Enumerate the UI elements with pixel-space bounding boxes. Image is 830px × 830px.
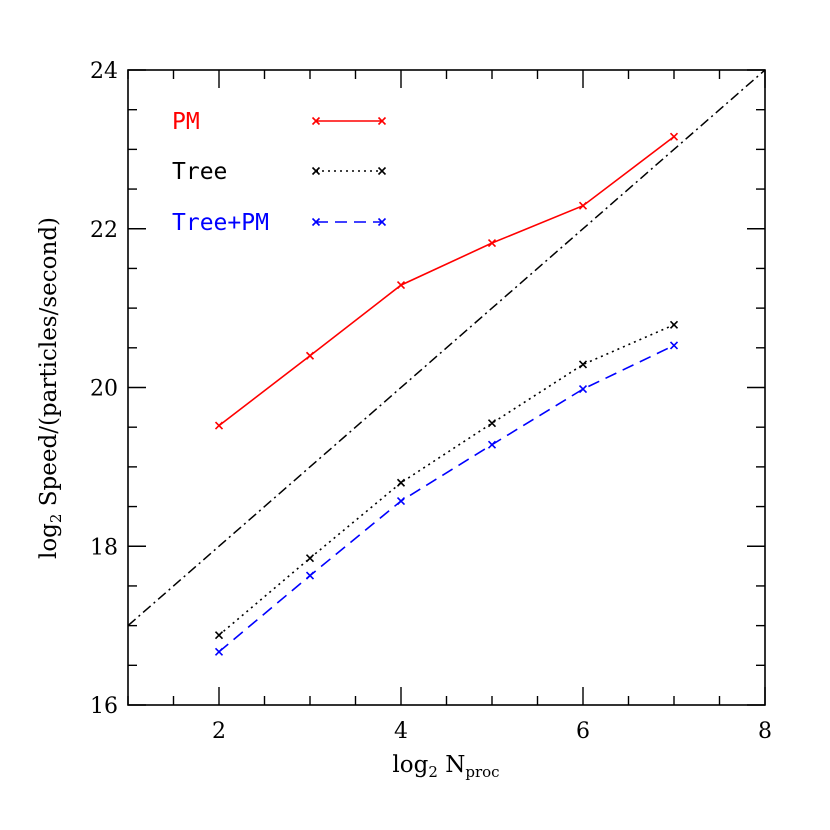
data-point (578, 360, 588, 369)
legend-marker (311, 116, 321, 126)
legend-marker (377, 217, 387, 227)
legend-marker (311, 217, 321, 227)
y-tick-label: 16 (90, 694, 118, 719)
x-tick-label: 2 (212, 719, 226, 744)
data-point (487, 419, 497, 428)
data-point (487, 440, 497, 449)
legend-label: Tree (172, 159, 227, 185)
series-line (218, 136, 675, 427)
legend-marker (311, 166, 321, 176)
x-tick-label: 6 (576, 719, 590, 744)
legend-label: Tree+PM (172, 210, 269, 236)
x-tick-label: 4 (394, 719, 408, 744)
data-point (669, 320, 679, 329)
data-point (305, 351, 315, 360)
reference-line (127, 69, 766, 627)
legend: PM Tree Tree+PM (172, 109, 387, 236)
data-point (214, 647, 224, 656)
data-point (396, 281, 406, 290)
data-point (396, 478, 406, 487)
data-point (305, 554, 315, 563)
y-tick-label: 18 (90, 535, 118, 560)
series-line (218, 344, 675, 653)
data-point (396, 496, 406, 506)
y-tick-label: 24 (90, 59, 118, 84)
series-tree (214, 320, 679, 640)
data-point (578, 385, 588, 394)
series-tree-pm (214, 341, 679, 656)
x-axis-label: log2 Nproc (392, 752, 499, 781)
data-point (214, 631, 224, 640)
data-point (669, 132, 679, 141)
y-axis-label: log2 Speed/(particles/second) (36, 217, 65, 559)
data-point (305, 571, 315, 580)
y-tick-label: 22 (90, 218, 118, 243)
y-tick-label: 20 (90, 377, 118, 402)
series-line (218, 324, 675, 636)
series-pm (214, 132, 679, 430)
legend-marker (377, 116, 387, 126)
legend-marker (377, 166, 387, 176)
legend-label: PM (172, 109, 200, 135)
data-point (578, 201, 588, 210)
series-group (127, 69, 766, 656)
x-tick-label: 8 (758, 719, 772, 744)
data-point (487, 238, 497, 248)
data-point (669, 341, 679, 350)
data-point (214, 421, 224, 430)
